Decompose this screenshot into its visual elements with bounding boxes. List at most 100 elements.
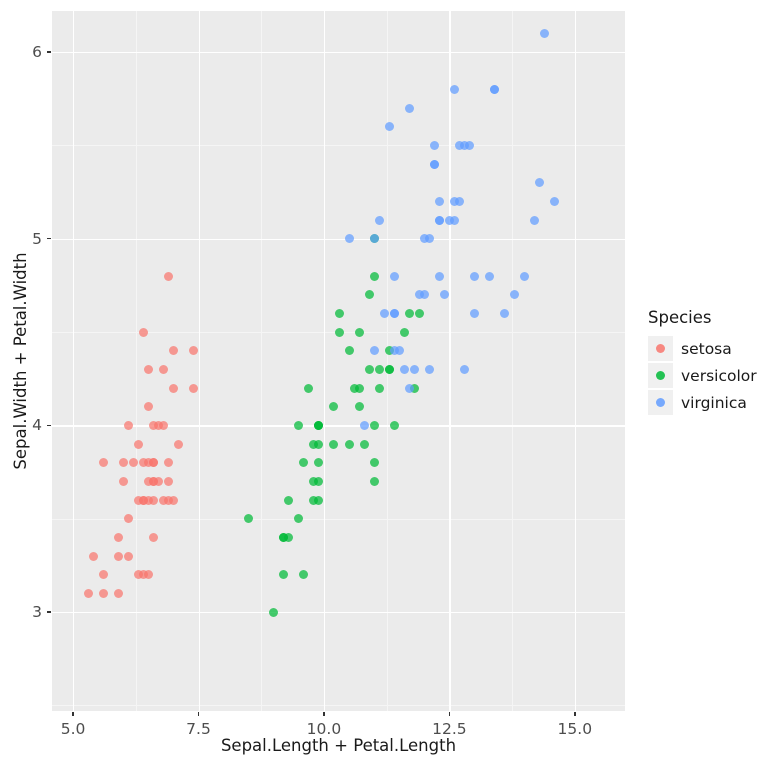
gridline-major-horizontal	[52, 425, 625, 427]
legend-key-swatch	[648, 390, 673, 415]
legend-item-versicolor[interactable]: versicolor	[648, 363, 766, 388]
data-point-virginica	[369, 234, 379, 244]
data-point-virginica	[344, 234, 354, 244]
data-point-virginica	[419, 234, 429, 244]
legend-item-label: setosa	[681, 339, 732, 358]
legend-item-label: versicolor	[681, 366, 757, 385]
data-point-versicolor	[314, 476, 324, 486]
data-point-versicolor	[284, 532, 294, 542]
data-point-versicolor	[309, 495, 319, 505]
data-point-versicolor	[314, 458, 324, 468]
data-point-versicolor	[344, 346, 354, 356]
data-point-versicolor	[329, 402, 339, 412]
data-point-virginica	[419, 290, 429, 300]
y-tick-mark	[47, 424, 51, 427]
gridline-major-horizontal	[52, 238, 625, 241]
x-tick-label: 5.0	[60, 720, 86, 738]
gridline-minor-vertical	[512, 11, 513, 711]
data-point-versicolor	[354, 383, 364, 393]
data-point-virginica	[464, 140, 474, 150]
data-point-setosa	[148, 476, 158, 486]
data-point-versicolor	[389, 420, 399, 430]
data-point-virginica	[424, 234, 434, 244]
data-point-setosa	[133, 439, 143, 449]
data-point-setosa	[143, 570, 153, 580]
data-point-setosa	[158, 420, 168, 430]
data-point-virginica	[424, 364, 434, 374]
data-point-setosa	[113, 588, 123, 598]
data-point-virginica	[374, 215, 384, 225]
y-tick-label: 5	[32, 229, 42, 248]
y-tick-label: 3	[32, 603, 42, 622]
data-point-versicolor	[299, 570, 309, 580]
data-point-virginica	[404, 383, 414, 393]
legend-key-swatch	[648, 363, 673, 388]
data-point-setosa	[133, 570, 143, 580]
gridline-major-vertical	[574, 11, 577, 711]
data-point-setosa	[148, 458, 158, 468]
data-point-setosa	[168, 346, 178, 356]
y-tick-mark	[47, 611, 51, 613]
data-point-virginica	[469, 271, 479, 281]
legend-item-label: virginica	[681, 393, 747, 412]
data-point-versicolor	[384, 346, 394, 356]
data-point-versicolor	[399, 327, 409, 337]
data-point-setosa	[98, 458, 108, 468]
legend-items: setosa versicolor virginica	[648, 336, 766, 415]
data-point-virginica	[469, 308, 479, 318]
data-point-versicolor	[284, 495, 294, 505]
legend-item-virginica[interactable]: virginica	[648, 390, 766, 415]
legend-point-icon	[656, 371, 665, 380]
x-tick-label: 7.5	[186, 720, 211, 738]
data-point-setosa	[143, 364, 153, 374]
data-point-versicolor	[294, 420, 304, 430]
data-point-setosa	[143, 495, 153, 505]
gridline-minor-vertical	[261, 11, 263, 711]
data-point-setosa	[88, 551, 98, 561]
data-point-virginica	[389, 308, 399, 318]
data-point-virginica	[459, 364, 469, 374]
data-point-versicolor	[344, 439, 354, 449]
data-point-versicolor	[369, 476, 379, 486]
legend-title: Species	[648, 308, 712, 327]
data-point-setosa	[168, 383, 178, 393]
data-point-virginica	[550, 196, 560, 206]
data-point-virginica	[434, 196, 444, 206]
data-point-setosa	[123, 420, 133, 430]
data-point-versicolor	[334, 308, 344, 318]
y-tick-label: 6	[32, 43, 42, 62]
gridline-major-vertical	[323, 11, 326, 711]
data-point-virginica	[369, 346, 379, 356]
data-point-versicolor	[364, 364, 374, 374]
data-point-versicolor	[354, 402, 364, 412]
data-point-setosa	[148, 495, 158, 505]
data-point-versicolor	[299, 458, 309, 468]
data-point-setosa	[143, 476, 153, 486]
data-point-versicolor	[369, 271, 379, 281]
x-tick-label: 15.0	[557, 720, 593, 738]
data-point-virginica	[535, 178, 545, 188]
data-point-versicolor	[279, 532, 289, 542]
x-axis-title: Sepal.Length + Petal.Length	[220, 736, 457, 755]
data-point-setosa	[158, 495, 168, 505]
data-point-versicolor	[349, 383, 359, 393]
data-point-virginica	[490, 84, 500, 94]
x-tick-mark	[574, 712, 576, 716]
data-point-virginica	[439, 290, 449, 300]
data-point-versicolor	[409, 383, 419, 393]
data-point-setosa	[83, 588, 93, 598]
legend-point-icon	[656, 398, 665, 407]
x-tick-label: 12.5	[432, 720, 467, 738]
data-point-virginica	[389, 271, 399, 281]
data-point-versicolor	[374, 364, 384, 374]
data-point-setosa	[138, 570, 148, 580]
data-point-setosa	[98, 570, 108, 580]
gridline-minor-vertical	[135, 11, 137, 711]
x-tick-mark	[72, 712, 74, 716]
data-point-setosa	[118, 476, 128, 486]
data-point-virginica	[399, 364, 409, 374]
data-point-setosa	[138, 495, 148, 505]
legend: Species setosa versicolor virginica	[648, 308, 766, 417]
legend-item-setosa[interactable]: setosa	[648, 336, 766, 361]
